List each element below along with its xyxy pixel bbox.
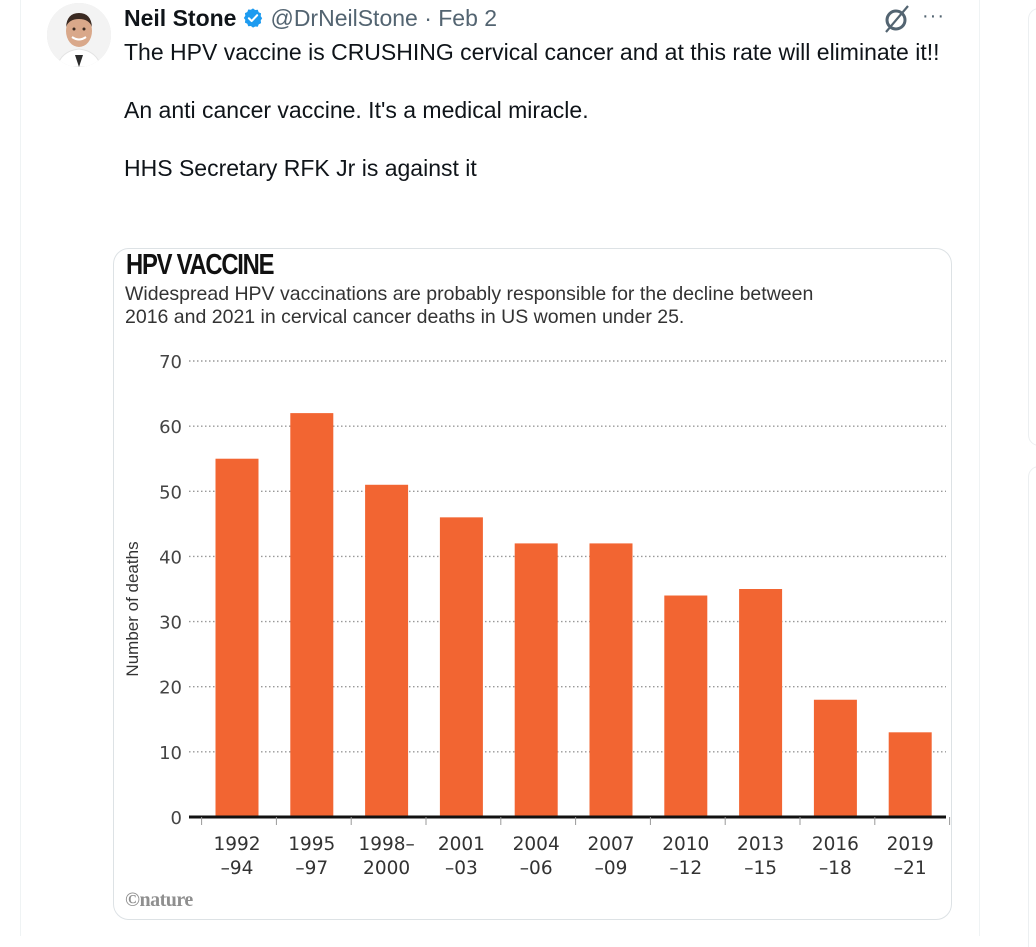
sidebar-card-edge — [1028, 8, 1036, 446]
x-tick-label: 2004 — [513, 834, 560, 855]
y-tick-label: 10 — [159, 743, 182, 764]
bar — [215, 458, 259, 817]
x-tick-label: –03 — [445, 858, 478, 879]
tweet-line: An anti cancer vaccine. It's a medical m… — [124, 97, 589, 123]
sidebar-card-edge — [1028, 466, 1036, 947]
tweet-header: Neil Stone @DrNeilStone · Feb 2 — [124, 3, 497, 33]
x-tick-label: 2001 — [438, 834, 485, 855]
y-tick-label: 70 — [159, 352, 182, 373]
timeline-right-border — [979, 0, 980, 936]
x-tick-label: –12 — [669, 858, 702, 879]
x-tick-label: 2000 — [363, 858, 410, 879]
x-tick-label: –15 — [744, 858, 777, 879]
x-tick-label: 1995 — [288, 834, 335, 855]
bar — [739, 589, 783, 817]
x-tick-label: –21 — [894, 858, 927, 879]
x-tick-label: 2019 — [887, 834, 934, 855]
handle-and-date[interactable]: @DrNeilStone · Feb 2 — [270, 4, 498, 31]
grok-icon[interactable] — [882, 5, 910, 33]
bar — [514, 543, 558, 817]
x-tick-label: –94 — [221, 858, 254, 879]
more-icon[interactable]: ··· — [922, 5, 945, 27]
nature-logo: ©nature — [125, 889, 193, 911]
x-tick-label: 2013 — [737, 834, 784, 855]
avatar[interactable] — [47, 3, 111, 67]
verified-badge-icon — [242, 7, 264, 29]
y-tick-label: 60 — [159, 417, 182, 438]
tweet-media-image[interactable]: HPV VACCINE Widespread HPV vaccinations … — [113, 248, 952, 920]
timeline-left-border — [20, 0, 21, 936]
x-tick-label: 1992 — [213, 834, 260, 855]
bar — [290, 413, 334, 817]
y-tick-label: 40 — [159, 547, 182, 568]
y-axis-label: Number of deaths — [123, 541, 142, 676]
x-tick-label: –06 — [520, 858, 553, 879]
tweet-line: The HPV vaccine is CRUSHING cervical can… — [124, 39, 940, 65]
y-tick-label: 0 — [171, 808, 182, 829]
x-tick-label: 1998– — [358, 834, 414, 855]
x-tick-label: 2016 — [812, 834, 859, 855]
bar — [888, 732, 932, 817]
x-tick-label: –18 — [819, 858, 852, 879]
x-tick-label: –09 — [595, 858, 628, 879]
chart-subtitle: Widespread HPV vaccinations are probably… — [125, 283, 814, 328]
bar — [365, 484, 409, 817]
bar — [589, 543, 633, 817]
y-tick-label: 20 — [159, 678, 182, 699]
y-tick-label: 30 — [159, 613, 182, 634]
chart-title: HPV VACCINE — [126, 249, 274, 281]
x-tick-label: –97 — [295, 858, 328, 879]
author-name[interactable]: Neil Stone — [124, 4, 237, 31]
avatar-photo — [47, 3, 111, 67]
bar — [439, 517, 483, 817]
tweet-line: HHS Secretary RFK Jr is against it — [124, 155, 477, 181]
x-tick-label: 2007 — [587, 834, 634, 855]
bar-chart: Number of deaths 0 10 20 30 40 50 60 70 1992 –94 19… — [123, 352, 951, 879]
tweet-text: The HPV vaccine is CRUSHING cervical can… — [124, 38, 969, 183]
y-tick-label: 50 — [159, 482, 182, 503]
x-tick-label: 2010 — [662, 834, 709, 855]
bar — [813, 699, 857, 817]
bar — [664, 595, 708, 817]
